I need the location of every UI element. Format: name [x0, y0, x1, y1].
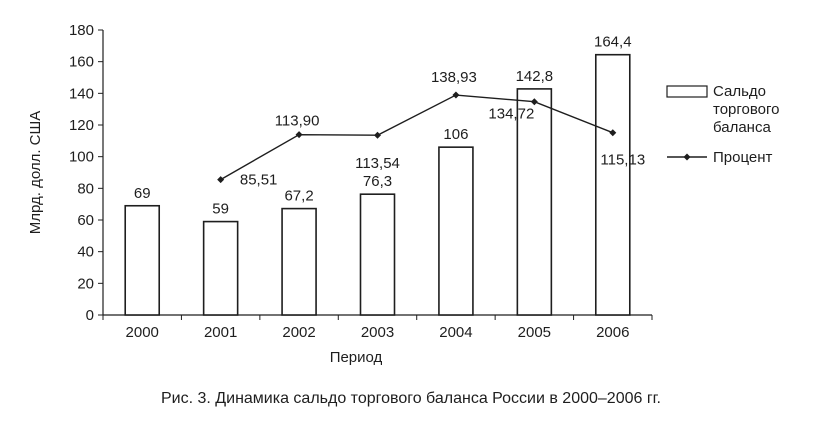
percent-value-label: 113,90: [275, 113, 320, 130]
percent-value-label: 134,72: [488, 106, 534, 123]
x-tick-label: 2005: [518, 324, 551, 341]
trade-balance-chart: 0 20 40 60 80 100 120 140 160 180 2000 2001 2002 2003…: [27, 22, 780, 366]
bar-value-label: 59: [212, 201, 229, 218]
bar: [124, 204, 161, 316]
bar-value-label: 142,8: [516, 68, 554, 85]
y-tick-label: 20: [77, 275, 94, 292]
percent-point: [374, 131, 381, 139]
bars: [124, 53, 631, 316]
y-tick-label: 100: [69, 149, 94, 166]
legend-bar-label: торгового: [713, 101, 780, 118]
percent-value-label: 85,51: [240, 172, 278, 189]
legend-line-marker: [683, 153, 691, 161]
bar-value-label: 164,4: [594, 34, 632, 51]
x-tick-label: 2006: [596, 324, 629, 341]
bar-value-label: 67,2: [284, 188, 313, 205]
percent-value-label: 115,13: [600, 152, 645, 169]
x-tick-label: 2002: [282, 324, 315, 341]
percent-point: [452, 91, 460, 99]
bar: [359, 193, 396, 316]
x-tick-label: 2003: [361, 324, 394, 341]
percent-line: [217, 91, 617, 184]
percent-point: [530, 98, 538, 106]
bar: [281, 207, 317, 316]
legend-bar-swatch: [666, 85, 708, 98]
legend-line-label: Процент: [713, 149, 773, 166]
percent-point: [609, 129, 617, 137]
y-tick-label: 160: [69, 54, 94, 71]
percent-line-path: [220, 94, 614, 181]
data-labels: 69 59 67,2 76,3 106 142,8 164,4 85,51 113,90 113,…: [134, 34, 645, 218]
bar: [516, 88, 553, 316]
x-axis-title: Период: [330, 349, 383, 366]
x-tick-label: 2004: [439, 324, 472, 341]
axes: 0 20 40 60 80 100 120 140 160 180 2000 2001 2002 2003…: [27, 22, 653, 366]
percent-value-label: 113,54: [355, 155, 400, 172]
legend-bar-label: Сальдо: [713, 83, 766, 100]
y-tick-label: 40: [77, 244, 94, 261]
y-tick-label: 80: [77, 180, 94, 197]
bar: [594, 53, 631, 316]
y-tick-label: 0: [86, 307, 94, 324]
x-tick-label: 2000: [126, 324, 159, 341]
y-tick-label: 180: [69, 22, 94, 39]
percent-value-label: 138,93: [431, 69, 477, 86]
figure-caption: Рис. 3. Динамика сальдо торгового баланс…: [161, 390, 661, 407]
bar-value-label: 69: [134, 185, 151, 202]
bar-value-label: 76,3: [363, 173, 392, 190]
bar-value-label: 106: [443, 126, 468, 143]
y-tick-label: 60: [77, 212, 94, 229]
percent-point: [217, 176, 225, 184]
y-tick-label: 140: [69, 85, 94, 102]
x-tick-label: 2001: [204, 324, 237, 341]
y-tick-label: 120: [69, 117, 94, 134]
bar: [202, 220, 239, 316]
legend-bar-label: баланса: [713, 119, 771, 136]
percent-point: [295, 131, 303, 139]
bar: [438, 146, 474, 316]
y-axis-title: Млрд. долл. США: [27, 111, 44, 235]
